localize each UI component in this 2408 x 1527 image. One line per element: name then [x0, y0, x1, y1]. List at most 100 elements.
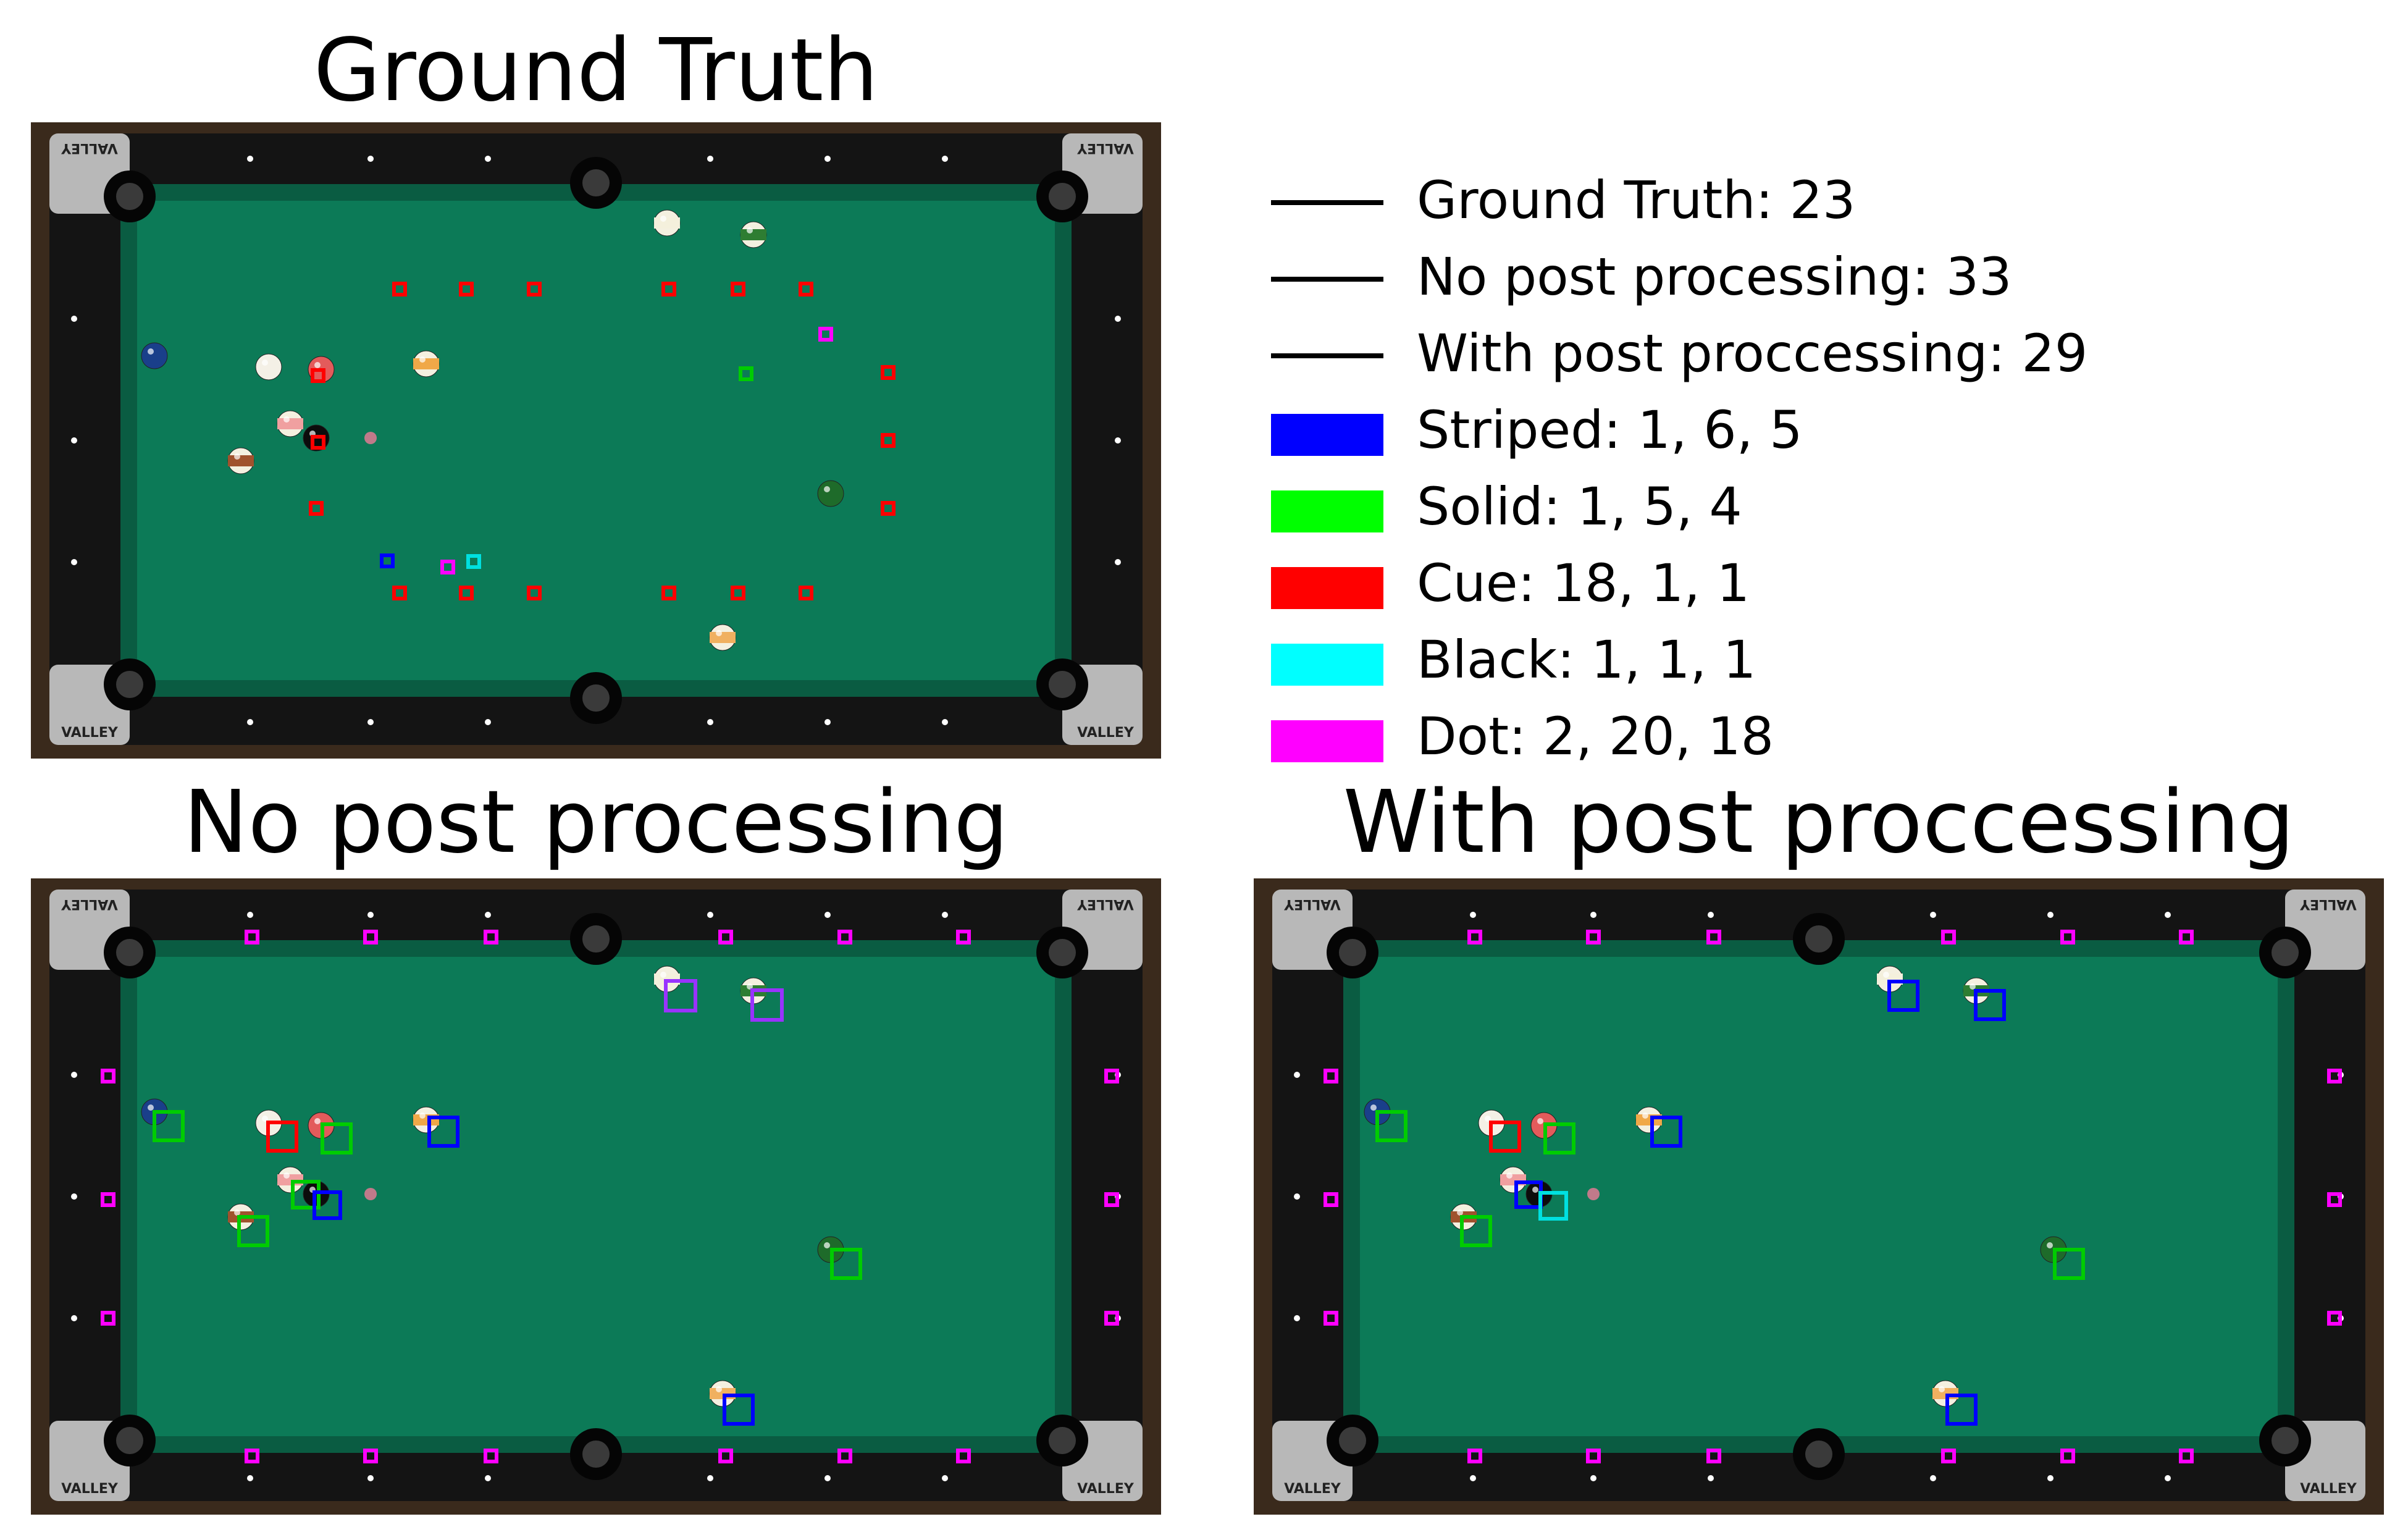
legend-label: Ground Truth: 23 [1417, 170, 1856, 230]
table-felt [1360, 957, 2278, 1436]
ball-highlight [716, 1386, 722, 1392]
ball-highlight [283, 1172, 290, 1179]
wp-dot-marker [1586, 1449, 1601, 1463]
pocket-liner [582, 684, 610, 712]
rail-diamond [1590, 912, 1596, 918]
rail-diamond [1294, 1193, 1300, 1200]
wp-cue-box [1489, 1121, 1521, 1153]
wp-dot-marker [1706, 930, 1721, 944]
rail-diamond [942, 719, 948, 725]
ball-striped [277, 410, 304, 437]
legend-color-swatch [1271, 414, 1383, 456]
table-felt [137, 201, 1055, 680]
legend-line-swatch [1271, 353, 1383, 358]
legend-color-swatch [1271, 644, 1383, 686]
legend-label: With post proccessing: 29 [1417, 323, 2088, 384]
ball-highlight [1457, 1209, 1463, 1216]
np-solid-box [291, 1180, 321, 1209]
ball-stripe [277, 418, 303, 429]
brand-text: VALLEY [61, 1481, 119, 1497]
ball-highlight [314, 362, 321, 368]
ball-highlight [419, 1113, 426, 1119]
ball-highlight [824, 1242, 830, 1248]
rail-diamond [247, 912, 253, 918]
panel-no-post-processing: VALLEY VALLEY VALLEY VALLEY [31, 878, 1161, 1515]
np-dot-marker [1104, 1311, 1119, 1326]
ball-striped [413, 1106, 440, 1134]
rail-diamond [1115, 559, 1121, 565]
ball-cue [255, 353, 282, 381]
brand-text: VALLEY [1284, 1481, 1341, 1497]
np-dot-marker [956, 1449, 971, 1463]
np-dot-marker [101, 1311, 115, 1326]
np-dot-marker [484, 1449, 498, 1463]
pocket-liner [116, 1427, 143, 1454]
gt-cue-marker [527, 586, 542, 600]
rail-diamond [71, 1193, 77, 1200]
rail-diamond [1294, 1072, 1300, 1078]
pocket-liner [1805, 1441, 1832, 1468]
wp-dot-marker [2327, 1192, 2342, 1207]
rail-diamond [1470, 1475, 1476, 1481]
ball-highlight [660, 216, 666, 222]
rail-diamond [485, 1475, 491, 1481]
rail-diamond [1115, 437, 1121, 444]
ball-body [817, 480, 844, 507]
wp-striped-box [1650, 1116, 1682, 1148]
pocket-liner [1805, 925, 1832, 953]
legend-item-black: Black: 1, 1, 1 [1260, 626, 2186, 694]
pool-table: VALLEY VALLEY VALLEY VALLEY [31, 122, 1161, 759]
ball-stripe [228, 455, 254, 466]
ball-striped [1500, 1166, 1527, 1193]
gt-dot-marker [440, 560, 455, 574]
rail-diamond [485, 719, 491, 725]
np-striped-box [313, 1190, 342, 1220]
panel-with-post-processing: VALLEY VALLEY VALLEY VALLEY [1254, 878, 2384, 1515]
legend-color-swatch [1271, 720, 1383, 762]
wp-dot-marker [2327, 1311, 2342, 1326]
rail-diamond [485, 156, 491, 162]
rail-diamond [2165, 1475, 2171, 1481]
legend-label: Solid: 1, 5, 4 [1417, 476, 1742, 537]
gt-cue-marker [309, 501, 324, 516]
ball-striped [709, 624, 736, 651]
chalk [364, 1188, 377, 1200]
rail-diamond [247, 1475, 253, 1481]
gt-cue-marker [731, 282, 745, 297]
pocket-liner [1049, 1427, 1076, 1454]
legend-line-swatch [1271, 277, 1383, 282]
ball-highlight [1537, 1118, 1543, 1124]
rail-diamond [2047, 1475, 2054, 1481]
gt-cue-marker [311, 435, 325, 450]
ball-body [141, 342, 168, 369]
rail-diamond [1930, 912, 1936, 918]
wp-dot-marker [1324, 1311, 1338, 1326]
wp-dot-marker [1941, 930, 1956, 944]
rail-diamond [942, 156, 948, 162]
legend-label: Dot: 2, 20, 18 [1417, 706, 1774, 767]
ball-highlight [262, 360, 268, 366]
wp-dot-marker [1467, 1449, 1482, 1463]
ball-striped [740, 221, 767, 248]
pocket-liner [1049, 183, 1076, 210]
wp-black-box [1538, 1191, 1568, 1221]
wp-dot-marker [2179, 1449, 2194, 1463]
title-with-post-processing: With post proccessing [1343, 772, 2295, 873]
brand-text: VALLEY [1076, 896, 1134, 912]
rail-diamond [1708, 1475, 1714, 1481]
np-solid-box [237, 1215, 269, 1247]
pocket-liner [2272, 939, 2299, 966]
legend-item-no-post-processing: No post processing: 33 [1260, 243, 2186, 311]
ball-highlight [1532, 1187, 1538, 1193]
rail-diamond [71, 437, 77, 444]
rail-diamond [367, 1475, 374, 1481]
ball-highlight [234, 453, 240, 460]
ball-highlight [716, 630, 722, 636]
ball-stripe [654, 217, 680, 229]
np-striped-box [427, 1116, 459, 1148]
np-dot-marker [101, 1192, 115, 1207]
legend-label: No post processing: 33 [1417, 246, 2012, 307]
legend-line-swatch [1271, 200, 1383, 205]
gt-cue-marker [881, 501, 896, 516]
table-felt [137, 957, 1055, 1436]
